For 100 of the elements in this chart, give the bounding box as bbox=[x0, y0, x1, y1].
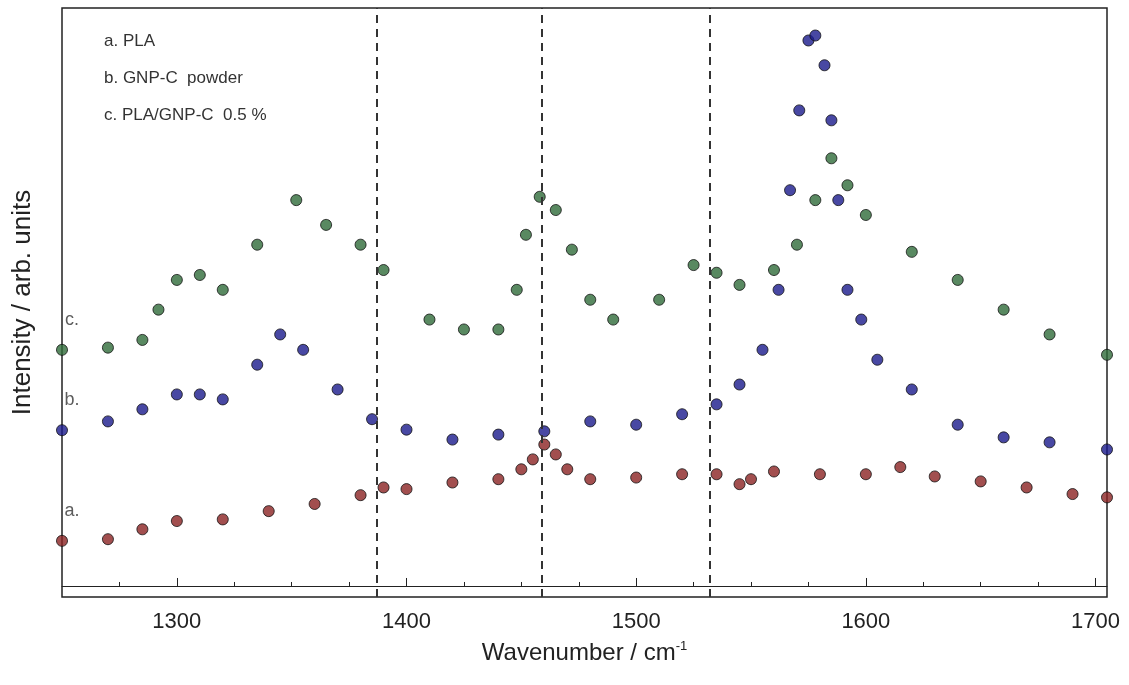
point bbox=[457, 323, 470, 336]
point bbox=[813, 468, 826, 481]
point bbox=[274, 328, 287, 341]
point bbox=[772, 283, 785, 296]
point bbox=[538, 438, 551, 451]
point bbox=[515, 463, 528, 476]
point bbox=[1020, 481, 1033, 494]
point bbox=[1066, 488, 1079, 501]
point bbox=[607, 313, 620, 326]
point bbox=[784, 184, 797, 197]
point bbox=[745, 473, 758, 486]
point bbox=[951, 418, 964, 431]
point bbox=[193, 388, 206, 401]
point bbox=[733, 478, 746, 491]
point bbox=[538, 425, 551, 438]
point bbox=[101, 415, 114, 428]
series-label: a. bbox=[64, 499, 80, 520]
point bbox=[331, 383, 344, 396]
x-tick-label: 1700 bbox=[1071, 607, 1120, 633]
point bbox=[56, 424, 68, 437]
point bbox=[492, 428, 505, 441]
point bbox=[492, 323, 505, 336]
point bbox=[653, 293, 666, 306]
point bbox=[56, 343, 68, 356]
point bbox=[974, 475, 987, 488]
point bbox=[354, 238, 367, 251]
point bbox=[584, 293, 597, 306]
point bbox=[676, 408, 689, 421]
point bbox=[928, 470, 941, 483]
point bbox=[855, 313, 868, 326]
point bbox=[308, 497, 321, 510]
point bbox=[101, 533, 114, 546]
point bbox=[377, 264, 390, 277]
point bbox=[1043, 328, 1056, 341]
series-label: b. bbox=[64, 389, 80, 410]
point bbox=[793, 104, 806, 117]
point bbox=[818, 59, 831, 72]
point bbox=[767, 264, 780, 277]
point bbox=[56, 534, 68, 547]
point bbox=[710, 468, 723, 481]
point bbox=[136, 333, 149, 346]
point bbox=[825, 114, 838, 127]
point bbox=[251, 238, 264, 251]
point bbox=[400, 483, 413, 496]
point bbox=[152, 303, 165, 316]
series-label: c. bbox=[64, 308, 80, 329]
y-axis-title: Intensity / arb. units bbox=[6, 189, 36, 416]
point bbox=[446, 433, 459, 446]
point bbox=[136, 523, 149, 536]
point bbox=[446, 476, 459, 489]
point bbox=[894, 461, 907, 474]
point bbox=[565, 243, 578, 256]
point bbox=[561, 463, 574, 476]
point bbox=[216, 513, 229, 526]
point bbox=[1101, 491, 1113, 504]
point bbox=[549, 204, 562, 217]
point bbox=[492, 473, 505, 486]
point bbox=[733, 378, 746, 391]
point bbox=[193, 268, 206, 281]
point bbox=[809, 194, 822, 207]
point bbox=[170, 388, 183, 401]
point bbox=[170, 515, 183, 528]
x-tick-label: 1500 bbox=[611, 607, 661, 633]
point bbox=[859, 468, 872, 481]
x-tick-label: 1300 bbox=[152, 607, 202, 633]
x-tick-label: 1600 bbox=[841, 607, 891, 633]
point bbox=[423, 313, 436, 326]
point bbox=[400, 423, 413, 436]
point bbox=[101, 341, 114, 354]
point bbox=[710, 266, 723, 279]
annotation: c. PLA/GNP-C 0.5 % bbox=[104, 105, 267, 124]
point bbox=[790, 238, 803, 251]
point bbox=[354, 489, 367, 502]
point bbox=[733, 278, 746, 291]
annotation: b. GNP-C powder bbox=[104, 68, 244, 87]
point bbox=[676, 468, 689, 481]
point bbox=[841, 283, 854, 296]
point bbox=[841, 179, 854, 192]
point bbox=[1101, 348, 1113, 361]
point bbox=[1043, 436, 1056, 449]
point bbox=[297, 343, 310, 356]
point bbox=[584, 473, 597, 486]
x-tick-label: 1400 bbox=[382, 607, 431, 633]
point bbox=[519, 228, 532, 241]
point bbox=[549, 448, 562, 461]
point bbox=[809, 29, 822, 42]
point bbox=[997, 431, 1010, 444]
point bbox=[377, 481, 390, 494]
point bbox=[905, 245, 918, 258]
annotation: a. PLA bbox=[104, 31, 156, 50]
point bbox=[859, 208, 872, 221]
point bbox=[216, 283, 229, 296]
point bbox=[951, 273, 964, 286]
point bbox=[533, 190, 546, 203]
point bbox=[216, 393, 229, 406]
point bbox=[251, 358, 264, 371]
point bbox=[687, 259, 700, 272]
point bbox=[825, 152, 838, 165]
point bbox=[630, 471, 643, 484]
point bbox=[1101, 443, 1113, 456]
